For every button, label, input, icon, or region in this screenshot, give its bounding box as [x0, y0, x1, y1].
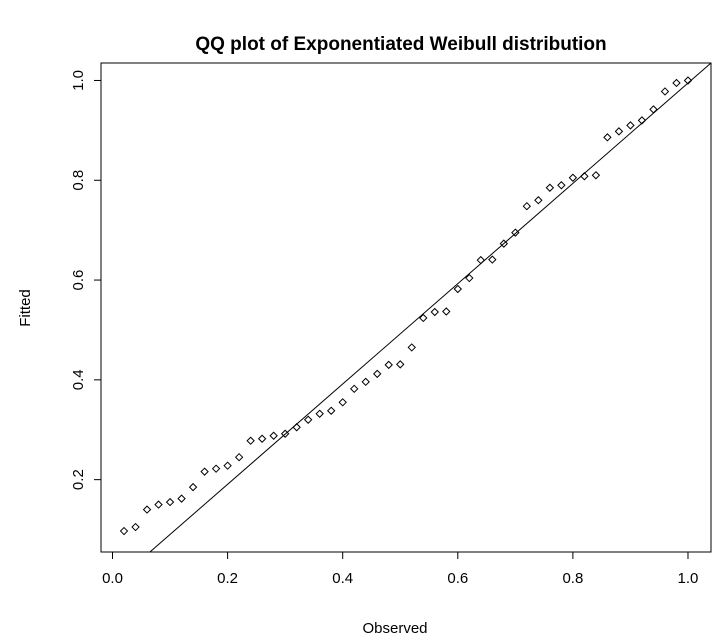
- data-point: [465, 273, 474, 283]
- y-tick-label: 0.8: [70, 170, 87, 191]
- plot-frame: [100, 62, 712, 553]
- x-tick-label: 0.0: [102, 570, 123, 587]
- y-tick-label: 1.0: [70, 70, 87, 91]
- x-axis-label: Observed: [362, 620, 427, 637]
- data-point: [534, 196, 543, 205]
- data-point: [591, 171, 601, 180]
- data-point: [200, 467, 209, 476]
- data-point: [142, 505, 152, 514]
- y-tick-label: 0.2: [70, 469, 87, 490]
- data-point: [280, 429, 290, 438]
- data-point: [430, 307, 439, 317]
- data-point: [580, 172, 589, 181]
- data-point: [165, 497, 175, 507]
- chart-title: QQ plot of Exponentiated Weibull distrib…: [195, 34, 606, 55]
- x-tick-label: 0.8: [562, 570, 583, 587]
- x-tick-label: 0.4: [332, 570, 353, 587]
- data-point: [649, 105, 658, 114]
- data-point: [246, 436, 255, 445]
- data-point: [557, 181, 566, 190]
- data-point: [453, 284, 462, 294]
- data-point: [188, 482, 198, 492]
- x-tick-label: 0.2: [217, 570, 238, 587]
- x-tick-label: 0.6: [447, 570, 468, 587]
- data-point: [361, 377, 370, 387]
- y-axis: 0.2 0.4 0.6 0.8 1.0: [70, 70, 102, 490]
- data-point: [419, 313, 428, 323]
- data-point: [511, 228, 520, 237]
- x-tick-label: 1.0: [678, 570, 699, 587]
- data-point: [373, 369, 382, 379]
- y-tick-label: 0.4: [70, 369, 87, 390]
- data-point: [223, 461, 232, 470]
- data-point: [234, 452, 244, 462]
- data-point: [350, 384, 359, 394]
- data-point: [315, 409, 324, 418]
- data-point: [407, 343, 416, 352]
- y-tick-label: 0.6: [70, 270, 87, 291]
- data-point: [499, 239, 509, 248]
- data-point: [545, 183, 555, 192]
- data-point: [326, 406, 336, 415]
- data-point: [177, 494, 186, 503]
- data-point: [614, 127, 624, 136]
- data-point: [131, 522, 140, 532]
- data-point: [396, 360, 405, 369]
- x-axis: 0.0 0.2 0.4 0.6 0.8 1.0: [102, 551, 699, 587]
- data-point: [522, 202, 532, 211]
- data-point: [119, 526, 129, 536]
- data-point: [257, 434, 267, 443]
- data-point: [683, 76, 693, 85]
- data-point: [442, 307, 451, 316]
- data-point: [660, 87, 670, 96]
- data-point: [672, 78, 681, 88]
- data-points: [119, 76, 693, 536]
- data-point: [476, 255, 486, 265]
- reference-line: [149, 62, 712, 553]
- data-point: [338, 398, 347, 407]
- y-axis-label: Fitted: [17, 289, 34, 327]
- data-point: [154, 500, 163, 509]
- data-point: [292, 423, 301, 432]
- data-point: [269, 431, 278, 440]
- data-point: [303, 415, 313, 424]
- data-point: [488, 255, 497, 264]
- data-point: [384, 360, 393, 370]
- data-point: [211, 464, 221, 473]
- data-point: [626, 121, 635, 130]
- data-point: [568, 173, 578, 182]
- data-point: [637, 116, 647, 125]
- data-point: [603, 133, 612, 142]
